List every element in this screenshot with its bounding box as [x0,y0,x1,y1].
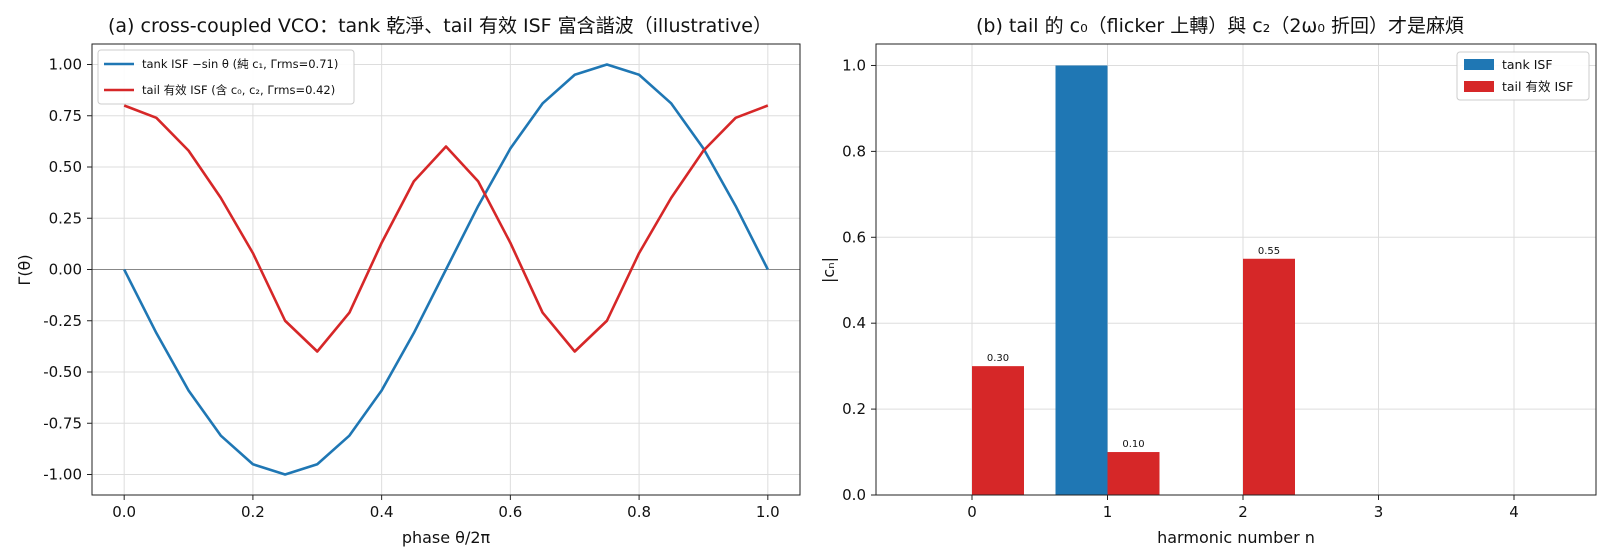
tank-bar-n1 [1055,65,1108,495]
panel-a-x-tick-label: 0.4 [370,503,394,521]
panel-b-y-ticks: 0.0 0.2 0.4 0.6 0.8 1.0 [842,56,876,504]
tail-isf-line [123,104,769,353]
panel-b-legend: tank ISF tail 有效 ISF [1456,51,1590,101]
legend-label-tank-line: tank ISF −sin θ (純 c₁, Γrms=0.71) [142,57,338,71]
panel-a-y-tick-label: -0.75 [43,414,82,432]
panel-a-y-tick-label: 0.25 [49,209,82,227]
panel-b-y-tick-label: 0.8 [842,142,866,160]
panel-b-bar-labels: 0.30 0.10 0.55 [987,246,1280,450]
panel-a-title: (a) cross-coupled VCO：tank 乾淨、tail 有效 IS… [108,15,772,37]
panel-b-y-label: |cₙ| [819,257,838,283]
panel-a-line-chart: (a) cross-coupled VCO：tank 乾淨、tail 有效 IS… [15,15,801,547]
tail-bar-value-label: 0.30 [987,353,1009,364]
tail-bar-n0 [972,366,1024,495]
panel-b-y-tick-label: 0.0 [842,486,866,504]
legend-swatch-tail-bar [1464,81,1494,92]
panel-a-y-tick-label: 0.75 [49,107,82,125]
panel-a-x-tick-label: 0.2 [241,503,265,521]
panel-b-x-tick-label: 2 [1238,503,1248,521]
panel-a-legend-box [97,49,355,105]
tail-bar-value-label: 0.10 [1122,439,1144,450]
panel-b-x-tick-label: 3 [1374,503,1384,521]
panel-a-y-ticks: -1.00 -0.75 -0.50 -0.25 0.00 0.25 0.50 0.75 1.00 [43,56,92,484]
tail-bar-n1 [1107,452,1160,495]
legend-swatch-tank-bar [1464,59,1494,70]
panel-a-legend: tank ISF −sin θ (純 c₁, Γrms=0.71) tail 有… [97,49,355,105]
panel-b-title: (b) tail 的 c₀（flicker 上轉）與 c₂（2ω₀ 折回）才是麻… [976,15,1464,37]
panel-b-y-tick-label: 1.0 [842,56,866,74]
legend-label-tail-line: tail 有效 ISF (含 c₀, c₂, Γrms=0.42) [142,83,335,97]
panel-a-x-tick-label: 0.6 [498,503,522,521]
panel-b-bars [972,65,1295,495]
tail-bar-n2 [1243,258,1295,495]
panel-a-x-tick-label: 0.0 [112,503,136,521]
panel-b-x-tick-label: 1 [1103,503,1113,521]
panel-b-bar-chart: (b) tail 的 c₀（flicker 上轉）與 c₂（2ω₀ 折回）才是麻… [819,15,1597,547]
panel-a-y-tick-label: -1.00 [43,466,82,484]
panel-a-series [123,63,769,476]
panel-b-y-tick-label: 0.2 [842,400,866,418]
panel-a-y-tick-label: -0.50 [43,363,82,381]
panel-b-x-tick-label: 0 [967,503,977,521]
legend-label-tail-bar: tail 有效 ISF [1502,79,1573,94]
panel-a-x-tick-label: 0.8 [627,503,651,521]
panel-b-y-tick-label: 0.6 [842,228,866,246]
panel-a-y-label: Γ(θ) [15,254,34,285]
legend-label-tank-bar: tank ISF [1502,57,1553,72]
panel-a-y-tick-label: 0.00 [49,261,82,279]
panel-b-y-tick-label: 0.4 [842,314,866,332]
panel-a-x-tick-label: 1.0 [756,503,780,521]
panel-b-x-ticks: 0 1 2 3 4 [967,495,1519,521]
tail-bar-value-label: 0.55 [1258,246,1280,257]
panel-a-y-tick-label: 0.50 [49,158,82,176]
panel-b-x-tick-label: 4 [1509,503,1519,521]
panel-a-y-tick-label: -0.25 [43,312,82,330]
panel-a-x-label: phase θ/2π [402,528,491,547]
panel-a-x-ticks: 0.0 0.2 0.4 0.6 0.8 1.0 [112,495,780,521]
panel-a-y-tick-label: 1.00 [49,56,82,74]
tank-isf-line [123,63,769,476]
panel-b-x-label: harmonic number n [1157,528,1315,547]
panel-b-axes-frame [875,43,1597,496]
